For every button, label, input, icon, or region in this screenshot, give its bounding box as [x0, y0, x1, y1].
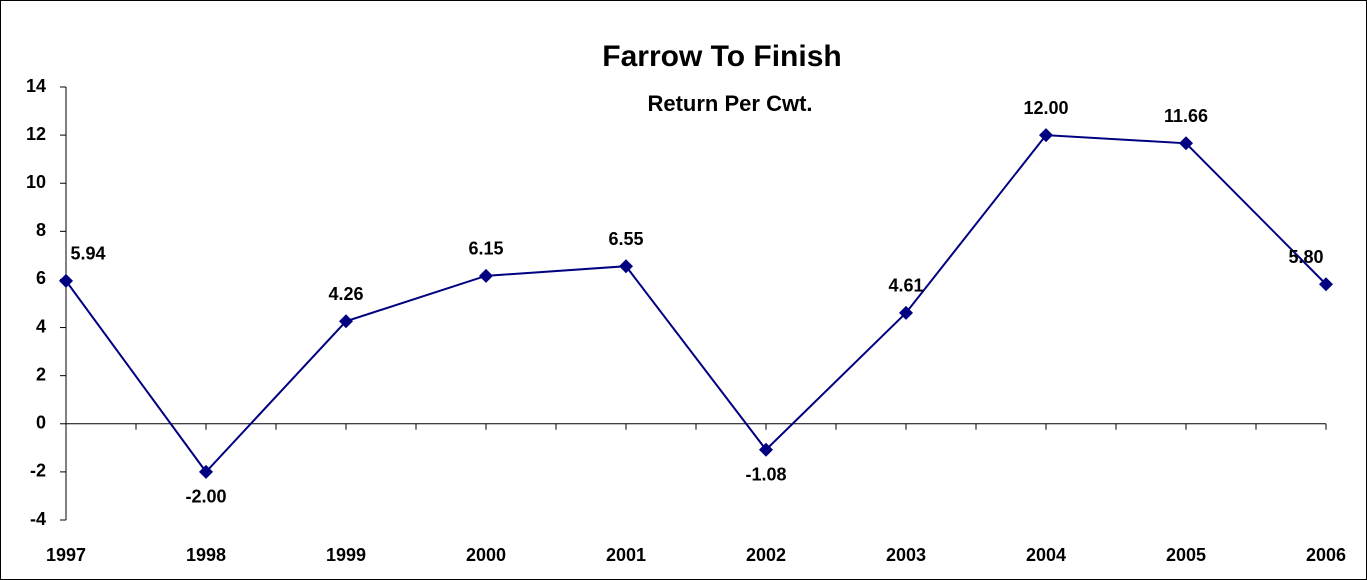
marker: [339, 314, 353, 329]
data-label: 11.66: [1164, 106, 1208, 126]
data-label: 6.15: [468, 239, 503, 259]
y-tick-label: 10: [26, 172, 46, 192]
y-tick-label: 8: [36, 220, 46, 240]
marker: [199, 464, 213, 479]
data-label: 4.26: [328, 284, 363, 304]
x-tick-label: 2001: [606, 545, 646, 565]
y-tick-label: 4: [36, 316, 46, 336]
marker: [899, 305, 913, 320]
y-tick-label: 2: [36, 364, 46, 384]
y-tick-label: 12: [26, 124, 46, 144]
data-label: 6.55: [608, 229, 643, 249]
marker: [619, 259, 633, 274]
x-tick-label: 2002: [746, 545, 786, 565]
x-tick-label: 2004: [1026, 545, 1066, 565]
x-tick-label: 2003: [886, 545, 926, 565]
marker: [1039, 128, 1053, 143]
y-tick-label: 6: [36, 268, 46, 288]
chart-subtitle: Return Per Cwt.: [647, 91, 812, 116]
x-tick-label: 2006: [1306, 545, 1346, 565]
data-label: -2.00: [185, 487, 226, 507]
y-tick-label: 14: [26, 76, 46, 96]
data-label: 4.61: [888, 276, 923, 296]
marker: [1179, 136, 1193, 151]
chart-title: Farrow To Finish: [602, 40, 841, 73]
data-label: 5.80: [1288, 247, 1323, 267]
y-tick-label: 0: [36, 413, 46, 433]
y-tick-label: -4: [30, 509, 46, 529]
line: [65, 134, 1327, 474]
marker: [479, 268, 493, 283]
x-tick-label: 1997: [46, 545, 86, 565]
data-label: 12.00: [1023, 98, 1068, 118]
marker: [1319, 277, 1333, 292]
marker: [59, 273, 73, 288]
x-tick-label: 1998: [186, 545, 226, 565]
data-label: -1.08: [745, 465, 786, 485]
x-tick-label: 2005: [1166, 545, 1206, 565]
y-tick-label: -2: [30, 461, 46, 481]
data-label: 5.94: [70, 244, 105, 264]
x-tick-label: 2000: [466, 545, 506, 565]
x-tick-label: 1999: [326, 545, 366, 565]
marker: [759, 442, 773, 457]
